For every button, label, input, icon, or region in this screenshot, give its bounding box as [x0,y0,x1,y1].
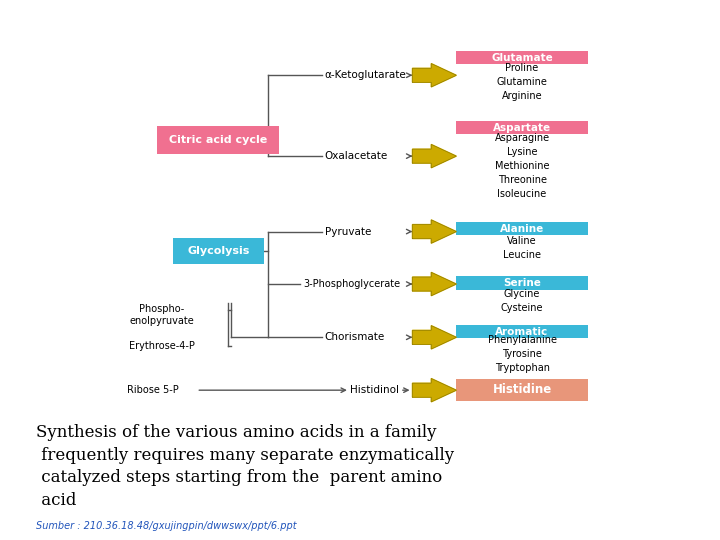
Text: Sumber : 210.36.18.48/gxujingpin/dwwswx/ppt/6.ppt: Sumber : 210.36.18.48/gxujingpin/dwwswx/… [36,521,297,531]
Bar [456,51,588,99]
Polygon shape [413,326,456,349]
Text: Histidine: Histidine [492,383,552,396]
Bar [456,325,588,369]
Text: Glycolysis: Glycolysis [187,246,249,256]
Bar [456,235,588,261]
Text: Synthesis of the various amino acids in a family: Synthesis of the various amino acids in … [36,424,436,441]
Text: Ribose 5-P: Ribose 5-P [127,385,179,395]
Bar [456,339,588,369]
Bar [456,222,588,261]
Bar [456,290,588,311]
Text: frequently requires many separate enzymatically: frequently requires many separate enzyma… [36,447,454,463]
Bar [456,121,588,199]
FancyBboxPatch shape [173,238,264,264]
Text: Alanine: Alanine [500,224,544,234]
Polygon shape [413,272,456,296]
Bar [456,276,588,311]
Text: catalyzed steps starting from the  parent amino: catalyzed steps starting from the parent… [36,469,442,486]
Text: Glutamate: Glutamate [491,52,553,63]
Text: Aromatic: Aromatic [495,327,549,336]
Bar [456,379,588,401]
Text: Proline
Glutamine
Arginine: Proline Glutamine Arginine [497,63,547,101]
Text: Phenylalanine
Tyrosine
Tryptophan: Phenylalanine Tyrosine Tryptophan [487,335,557,373]
Text: Aspartate: Aspartate [493,123,551,132]
Text: Pyruvate: Pyruvate [325,227,371,237]
Text: Oxalacetate: Oxalacetate [325,151,388,161]
Text: Serine: Serine [503,278,541,288]
Text: Asparagine
Lysine
Methionine
Threonine
Isoleucine: Asparagine Lysine Methionine Threonine I… [495,133,549,199]
Text: Citric acid cycle: Citric acid cycle [169,135,267,145]
Bar [456,64,588,99]
Text: Erythrose-4-P: Erythrose-4-P [129,341,195,351]
Text: acid: acid [36,492,76,509]
Bar [456,134,588,199]
Text: Valine
Leucine: Valine Leucine [503,236,541,260]
FancyBboxPatch shape [157,126,279,154]
Text: Glycine
Cysteine: Glycine Cysteine [501,288,544,313]
Polygon shape [413,64,456,87]
Text: 3-Phosphoglycerate: 3-Phosphoglycerate [303,279,400,289]
Text: Histidinol: Histidinol [350,385,399,395]
Polygon shape [413,220,456,243]
Polygon shape [413,379,456,402]
Text: α-Ketoglutarate: α-Ketoglutarate [325,70,407,80]
Text: Phospho-
enolpyruvate: Phospho- enolpyruvate [130,305,194,326]
Text: Chorismate: Chorismate [325,332,385,342]
Polygon shape [413,145,456,168]
